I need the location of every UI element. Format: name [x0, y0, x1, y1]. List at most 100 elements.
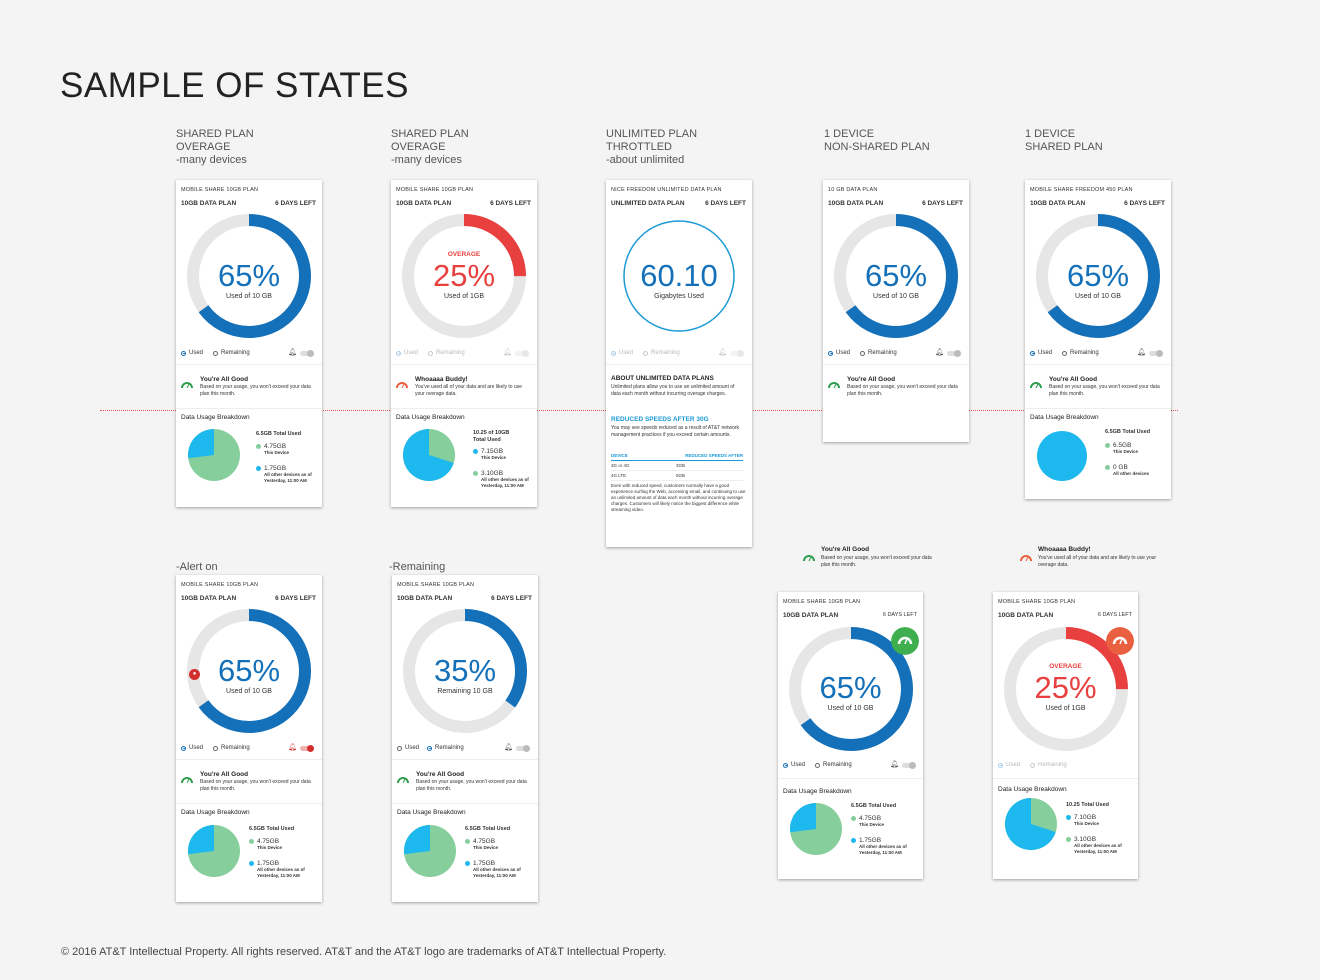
used-radio[interactable]	[828, 350, 833, 356]
floating-status-overage: Whoaaaa Buddy! You've used all of your d…	[1020, 545, 1160, 575]
used-radio[interactable]	[783, 762, 788, 768]
used-toggle[interactable]: Used	[998, 762, 1020, 768]
usage-subtext: Remaining 10 GB	[437, 688, 493, 695]
used-toggle[interactable]: Used	[783, 762, 805, 768]
used-toggle[interactable]: Used	[181, 745, 203, 751]
total-used: 6.5GB Total Used	[1105, 429, 1151, 435]
usage-donut	[789, 627, 913, 751]
other-devices-dot	[1066, 836, 1071, 842]
remaining-radio[interactable]	[428, 350, 433, 356]
used-toggle[interactable]: Used	[1030, 350, 1052, 356]
usage-donut	[403, 609, 527, 733]
days-left: 6 DAYS LEFT	[922, 200, 963, 207]
overage-label: OVERAGE	[447, 251, 481, 258]
alert-bell-icon[interactable]: ●	[189, 669, 200, 680]
remaining-radio[interactable]	[643, 350, 648, 356]
alert-toggle[interactable]	[730, 350, 744, 357]
used-radio[interactable]	[181, 350, 186, 356]
gauge-icon	[397, 777, 409, 784]
bell-icon[interactable]: 🔔︎	[504, 744, 513, 751]
plan-card: MOBILE SHARE FREEDOM 450 PLAN 10GB DATA …	[1025, 180, 1171, 499]
divider	[1025, 408, 1171, 409]
bell-icon[interactable]: 🔔︎	[890, 761, 899, 768]
used-toggle[interactable]: Used	[611, 350, 633, 356]
usage-value: 60.10	[640, 258, 718, 293]
bell-icon[interactable]: 🔔︎	[288, 349, 297, 356]
donut-used-arc	[834, 214, 958, 338]
divider	[176, 759, 322, 760]
remaining-toggle[interactable]: Remaining	[643, 350, 680, 356]
remaining-toggle[interactable]: Remaining	[1030, 762, 1067, 768]
remaining-toggle[interactable]: Remaining	[213, 745, 250, 751]
donut-used-arc	[187, 214, 311, 338]
other-devices-item: 1.75GB All other devices as of Yesterday,…	[256, 465, 316, 483]
bell-icon[interactable]: 🔔︎	[1137, 349, 1146, 356]
this-device-item: 4.75GB This Device	[249, 838, 282, 851]
used-radio[interactable]	[611, 350, 616, 356]
alert-toggle[interactable]	[515, 350, 529, 357]
used-toggle[interactable]: Used	[181, 350, 203, 356]
used-toggle[interactable]: Used	[828, 350, 850, 356]
this-device-item: 7.15GB This Device	[473, 448, 506, 461]
used-radio[interactable]	[396, 350, 401, 356]
alert-toggle[interactable]	[300, 745, 314, 752]
used-toggle[interactable]: Used	[396, 350, 418, 356]
used-radio[interactable]	[181, 745, 186, 751]
usage-percent: 25%	[1034, 670, 1097, 705]
usage-donut	[834, 214, 958, 338]
plan-card: MOBILE SHARE 10GB PLAN 10GB DATA PLAN 6 …	[778, 592, 923, 879]
remaining-radio[interactable]	[427, 745, 432, 751]
divider	[778, 778, 923, 779]
plan-name: MOBILE SHARE 10GB PLAN	[998, 599, 1076, 605]
bell-icon[interactable]: 🔔︎	[718, 349, 727, 356]
alert-toggle[interactable]	[516, 745, 530, 752]
remaining-toggle[interactable]: Remaining	[213, 350, 250, 356]
plan-card: MOBILE SHARE 10GB PLAN 10GB DATA PLAN 6 …	[176, 180, 322, 507]
remaining-radio[interactable]	[1062, 350, 1067, 356]
days-left: 6 DAYS LEFT	[1124, 200, 1165, 207]
remaining-toggle[interactable]: Remaining	[815, 762, 852, 768]
copyright-footer: © 2016 AT&T Intellectual Property. All r…	[61, 946, 667, 958]
bell-icon[interactable]: 🔔︎	[935, 349, 944, 356]
usage-percent: 65%	[819, 670, 882, 705]
used-toggle[interactable]: Used	[397, 745, 419, 751]
plan-name: MOBILE SHARE FREEDOM 450 PLAN	[1030, 187, 1133, 193]
bell-icon[interactable]: 🔔︎	[288, 744, 297, 751]
plan-name: MOBILE SHARE 10GB PLAN	[396, 187, 474, 193]
remaining-radio[interactable]	[860, 350, 865, 356]
remaining-radio[interactable]	[213, 350, 218, 356]
remaining-radio[interactable]	[1030, 762, 1035, 768]
plan-size: 10GB DATA PLAN	[1030, 200, 1086, 207]
other-devices-dot	[473, 470, 478, 476]
total-used: 6.5GB Total Used	[851, 803, 897, 809]
usage-subtext: Used of 1GB	[1045, 705, 1086, 712]
used-radio[interactable]	[998, 762, 1003, 768]
bell-icon[interactable]: 🔔︎	[503, 349, 512, 356]
pie-slice-this	[1005, 798, 1056, 850]
total-used: 6.5GB Total Used	[249, 826, 295, 832]
table-row: 3G or 4G 3GB	[611, 461, 743, 471]
remaining-toggle[interactable]: Remaining	[1062, 350, 1099, 356]
pie-slice-this	[188, 825, 214, 855]
remaining-radio[interactable]	[213, 745, 218, 751]
alert-toggle[interactable]	[902, 762, 916, 769]
plan-name: MOBILE SHARE 10GB PLAN	[783, 599, 861, 605]
used-radio[interactable]	[397, 745, 402, 751]
remaining-radio[interactable]	[815, 762, 820, 768]
plan-name: MOBILE SHARE 10GB PLAN	[397, 582, 475, 588]
remaining-toggle[interactable]: Remaining	[428, 350, 465, 356]
used-radio[interactable]	[1030, 350, 1035, 356]
status-body: You've used all of your data and are lik…	[1038, 555, 1157, 568]
days-left: 6 DAYS LEFT	[705, 200, 746, 207]
remaining-toggle[interactable]: Remaining	[860, 350, 897, 356]
remaining-toggle[interactable]: Remaining	[427, 745, 464, 751]
usage-pie	[404, 825, 456, 877]
alert-toggle[interactable]	[1149, 350, 1163, 357]
alert-toggle[interactable]	[947, 350, 961, 357]
alert-toggle[interactable]	[300, 350, 314, 357]
usage-subtext: Used of 10 GB	[827, 705, 874, 712]
usage-subtext: Used of 1GB	[443, 293, 485, 300]
gauge-icon	[803, 555, 815, 562]
other-devices-dot	[851, 837, 856, 843]
this-device-item: 4.75GB This Device	[256, 443, 289, 456]
